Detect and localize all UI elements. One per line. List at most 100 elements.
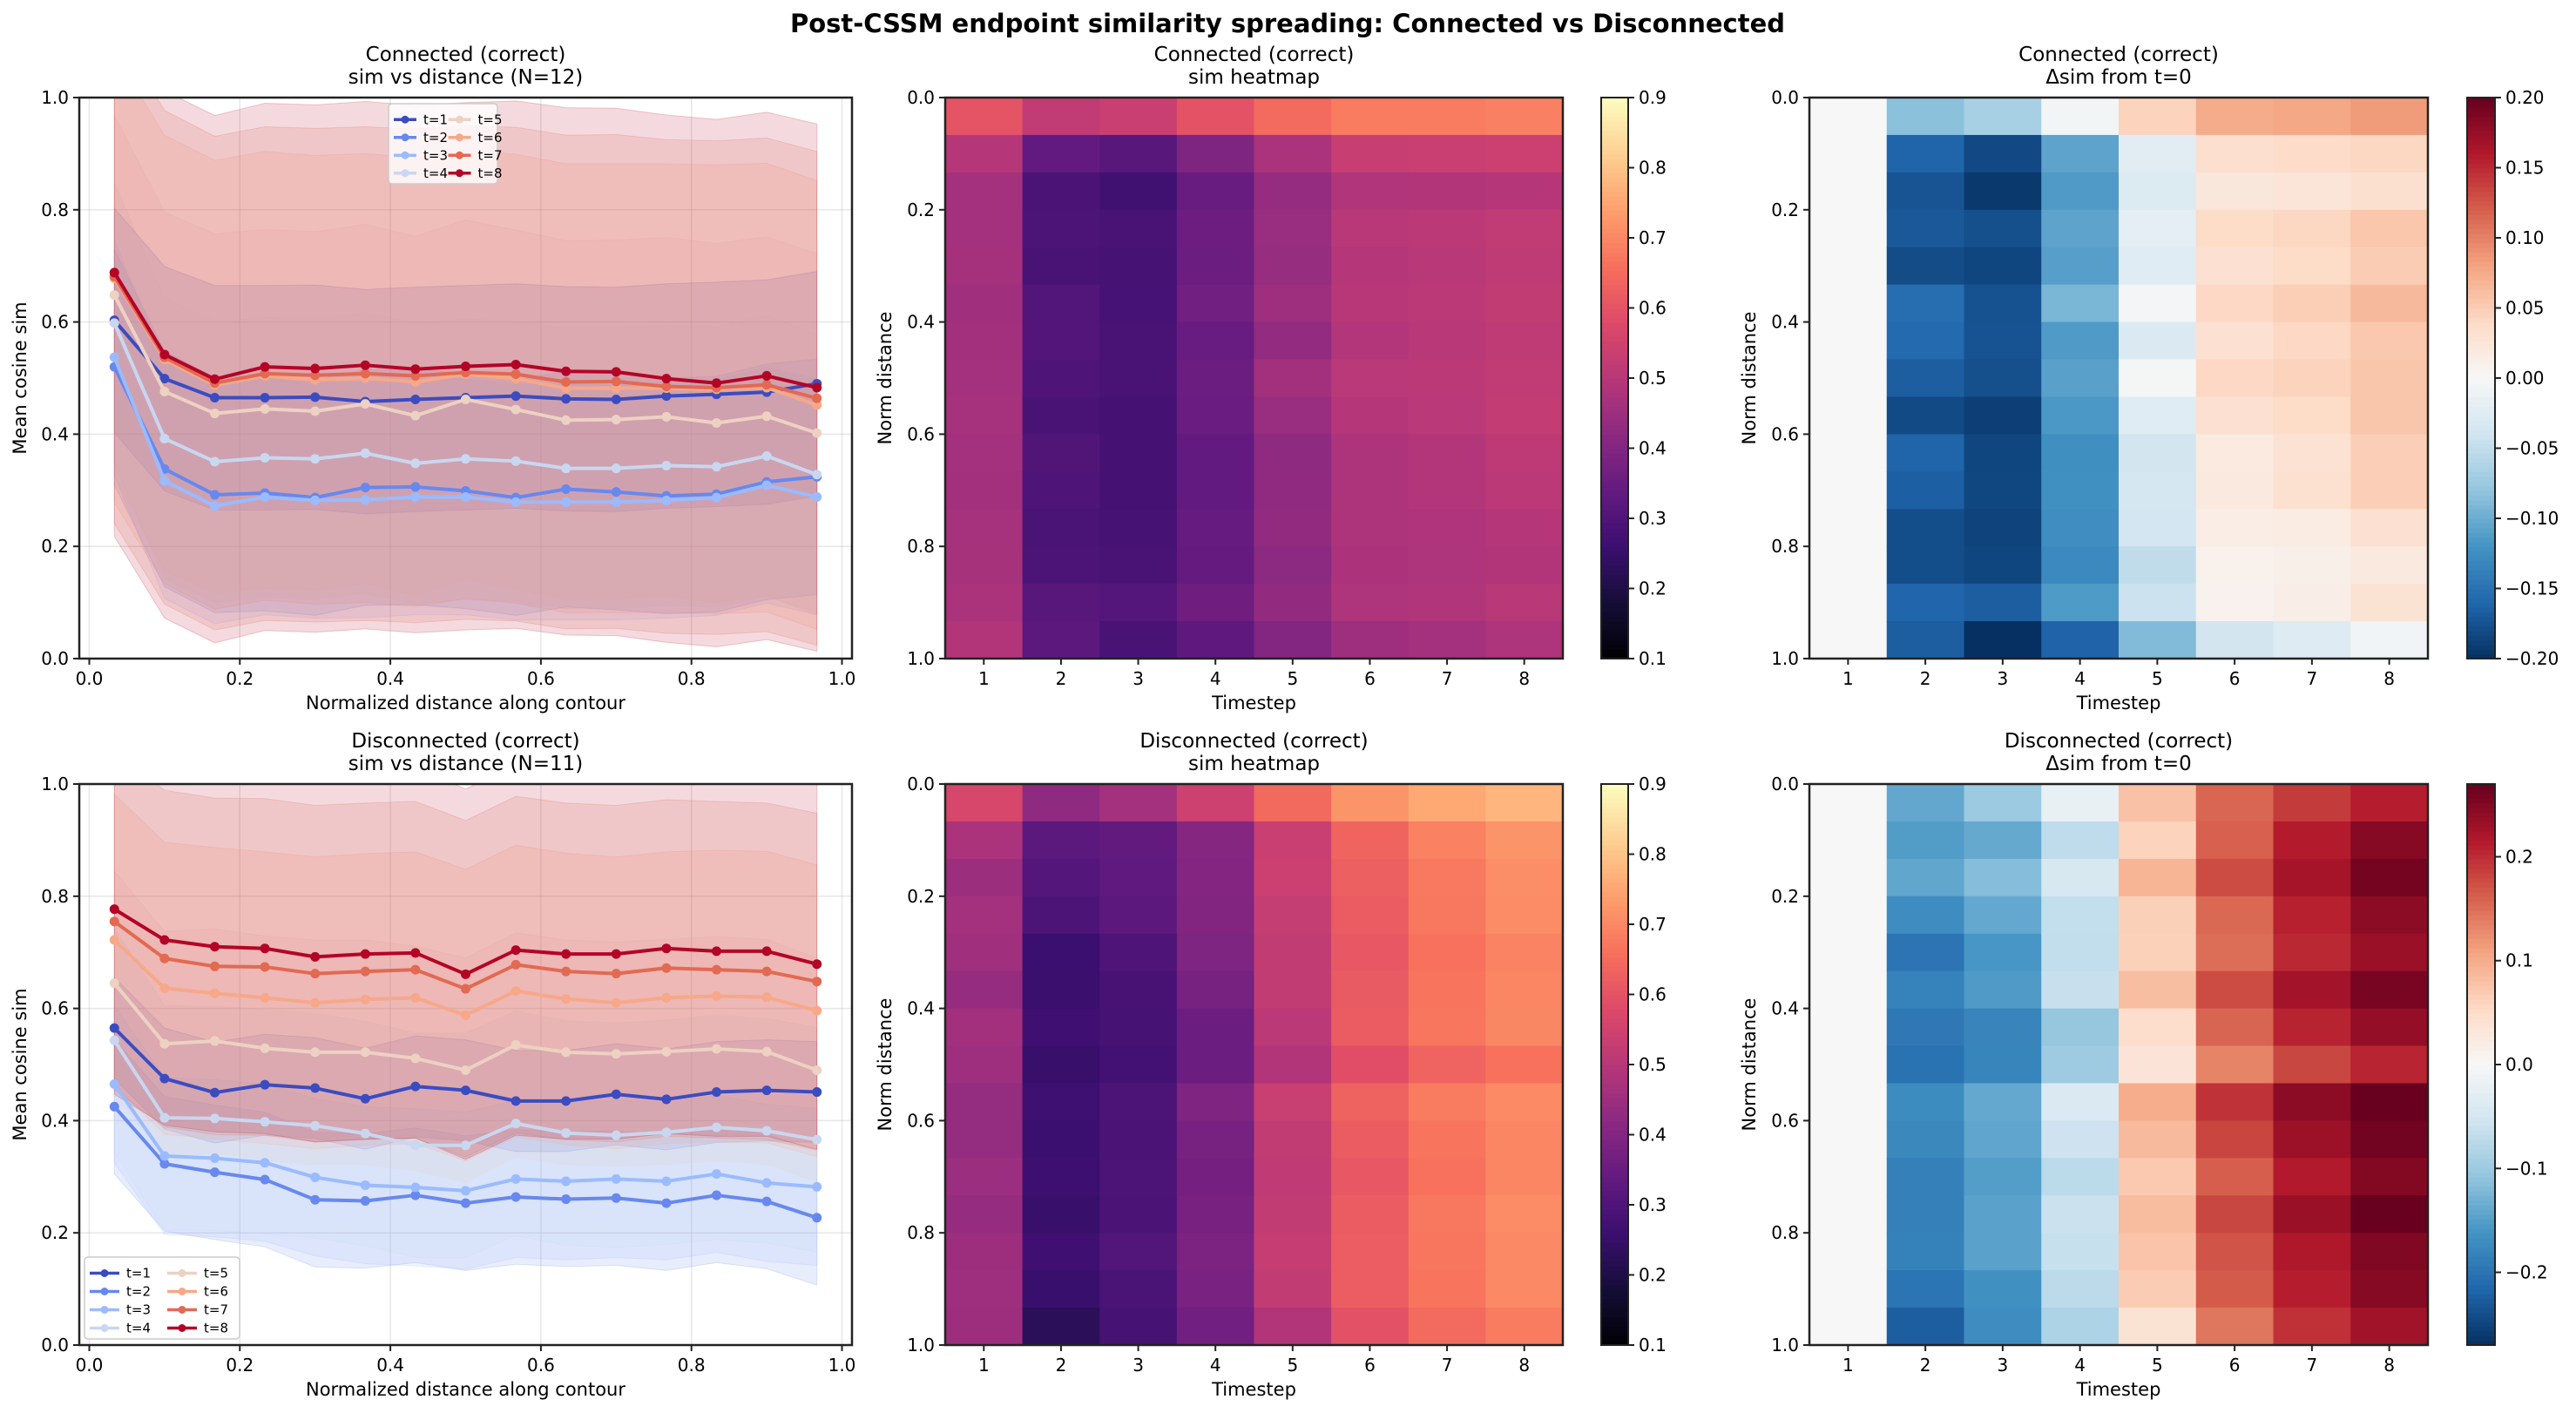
heatmap-cell [1176, 546, 1255, 585]
heatmap-cell [2273, 471, 2351, 510]
heatmap-cell [2041, 1270, 2120, 1308]
colorbar-segment [2467, 551, 2495, 557]
heatmap-cell [2041, 321, 2120, 361]
colorbar-segment [1601, 1092, 1628, 1099]
colorbar-segment [2467, 1186, 2495, 1192]
heatmap-cell [1809, 1008, 1888, 1047]
heatmap-cell [1099, 1270, 1178, 1308]
colorbar-tick-label: −0.1 [2505, 1158, 2548, 1179]
colorbar-segment [1601, 1247, 1628, 1253]
x-tick-label: 6 [1364, 1355, 1376, 1376]
colorbar-segment [2467, 363, 2495, 370]
heatmap-cell [1099, 1233, 1178, 1271]
colorbar-segment [1601, 1172, 1628, 1178]
heatmap-cell [2195, 933, 2275, 972]
colorbar-segment [2467, 303, 2495, 309]
data-point [310, 997, 321, 1008]
colorbar-segment [1601, 826, 1628, 832]
colorbar-segment [1601, 793, 1628, 799]
heatmap-cell [1809, 1233, 1888, 1271]
y-tick-label: 0.2 [41, 536, 69, 557]
heatmap-cell [1408, 359, 1486, 398]
colorbar-segment [2467, 1139, 2495, 1146]
heatmap-cell [1099, 321, 1178, 361]
colorbar-segment [2467, 1205, 2495, 1211]
heatmap-cell [2273, 1308, 2351, 1346]
heatmap-cell [1408, 821, 1486, 860]
colorbar-segment [2467, 1134, 2495, 1140]
legend-label: t=4 [423, 166, 448, 181]
heatmap-cells [945, 784, 1564, 1346]
y-axis-label: Norm distance [1739, 312, 1760, 445]
heatmap-cell [2119, 209, 2197, 248]
data-point [611, 1193, 621, 1203]
data-point [661, 1176, 672, 1187]
x-tick-label: 0.8 [678, 668, 706, 689]
heatmap-cell [2195, 896, 2275, 935]
colorbar-tick-label: 0.4 [1639, 438, 1667, 459]
colorbar-segment [1601, 130, 1628, 136]
heatmap-cell [945, 933, 1024, 972]
data-point [761, 1178, 772, 1188]
heatmap-cell [1485, 1233, 1564, 1271]
colorbar-segment [1601, 420, 1628, 426]
legend-frame [388, 103, 498, 185]
colorbar-segment [1601, 1181, 1628, 1187]
colorbar-segment [2467, 840, 2495, 846]
colorbar-segment [1601, 868, 1628, 874]
colorbar-segment [1601, 443, 1628, 450]
heatmap-cell [2350, 209, 2429, 248]
data-point [661, 1127, 672, 1138]
colorbar-segment [1601, 448, 1628, 454]
x-tick-label: 1.0 [828, 668, 856, 689]
colorbar-segment [2467, 1227, 2495, 1234]
heatmap-cell [945, 546, 1024, 585]
data-point [761, 370, 772, 381]
y-tick-label: 1.0 [907, 1335, 935, 1356]
heatmap-cell [1964, 134, 2042, 173]
heatmap-cell [1809, 321, 1888, 361]
heatmap-cell [1099, 784, 1178, 822]
colorbar-segment [1601, 341, 1628, 347]
heatmap-cell [1485, 896, 1564, 935]
colorbar-tick-label: 0.9 [1639, 87, 1667, 108]
y-tick-label: 0.2 [41, 1222, 69, 1243]
heatmap-cell [2041, 821, 2120, 860]
colorbar-segment [2467, 98, 2495, 104]
colorbar-segment [2467, 443, 2495, 450]
colorbar-segment [2467, 990, 2495, 996]
heatmap-cell [1254, 1158, 1332, 1196]
heatmap-cell [2041, 471, 2120, 510]
colorbar-segment [2467, 1237, 2495, 1243]
colorbar-segment [1601, 345, 1628, 351]
colorbar-segment [1601, 233, 1628, 239]
panel-title: Δsim from t=0 [2045, 753, 2192, 775]
heatmap-cell [2041, 209, 2120, 248]
heatmap-cell [1809, 584, 1888, 622]
heatmap-cell [1886, 247, 1965, 286]
heatmap-cell [2273, 584, 2351, 622]
x-tick-label: 5 [1287, 668, 1298, 689]
heatmap-cell [2195, 172, 2275, 211]
colorbar-segment [2467, 359, 2495, 365]
x-tick-label: 8 [2383, 1355, 2395, 1376]
heatmap-cell [1254, 284, 1332, 323]
colorbar-segment [1601, 1219, 1628, 1225]
heatmap-cell [1331, 172, 1410, 211]
colorbar-tick-label: 0.7 [1639, 914, 1667, 935]
data-point [410, 1182, 421, 1193]
colorbar-segment [1601, 490, 1628, 496]
heatmap-cell [1964, 509, 2042, 547]
heatmap-cell [1099, 247, 1178, 286]
data-point [461, 1140, 470, 1151]
heatmap-cell [1022, 584, 1100, 622]
heatmap-cell [2119, 621, 2197, 659]
heatmap-disconnected-heatmap: 1 2 3 4 5 6 7 8 0.0 0.2 0.4 0.6 0.8 1.0 Timestep Norm d… [875, 730, 1667, 1400]
heatmap-cell [2273, 821, 2351, 860]
y-tick-label: 0.6 [907, 1110, 935, 1131]
x-tick-label: 8 [1518, 668, 1530, 689]
heatmap-cell [945, 784, 1024, 822]
heatmap-cell [1022, 621, 1100, 659]
heatmap-cell [2350, 784, 2429, 822]
data-point [461, 361, 470, 371]
